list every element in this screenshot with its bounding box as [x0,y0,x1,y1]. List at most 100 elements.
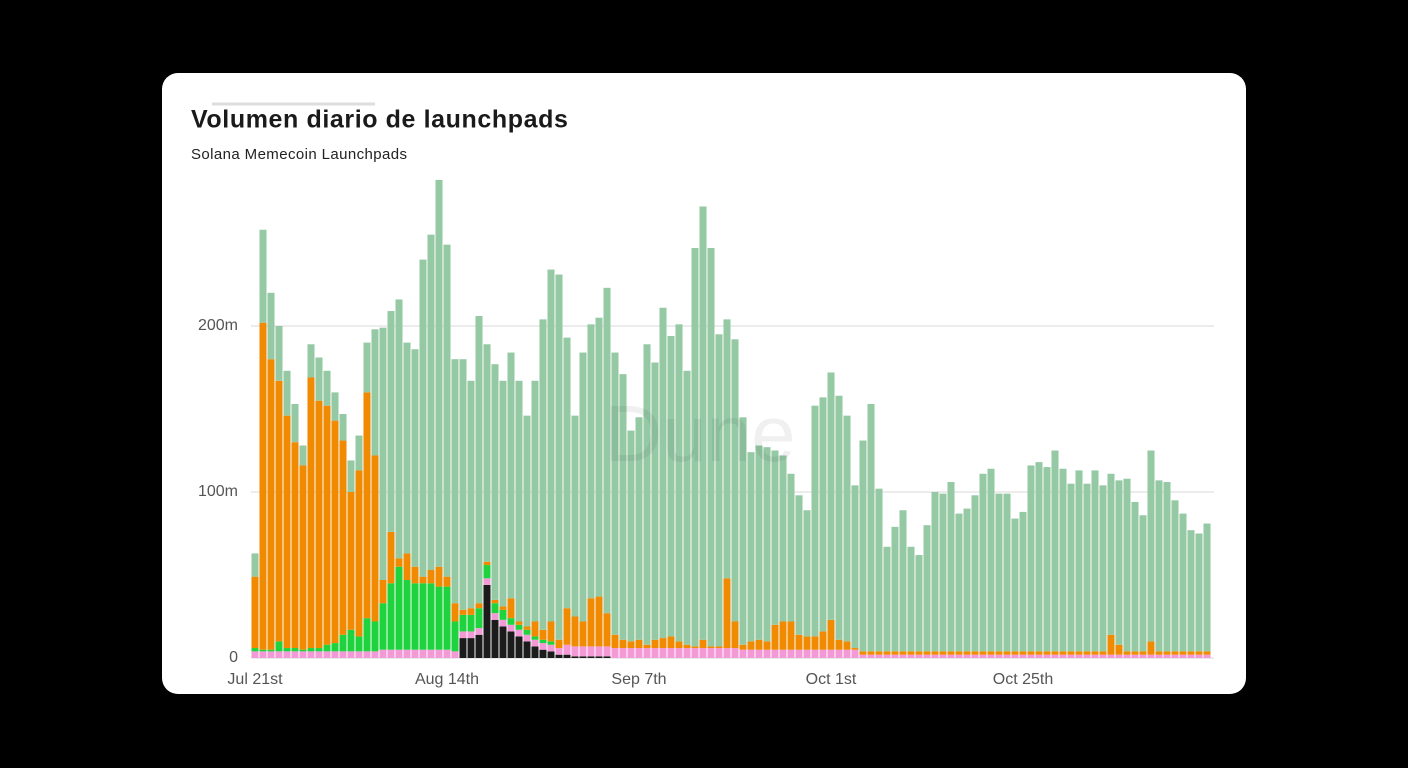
bar-segment [859,651,867,655]
bar-segment [323,651,331,658]
bar-segment [987,651,995,655]
bar-segment [787,473,795,622]
bar-segment [1091,654,1099,658]
bar-segment [555,648,563,655]
bar-segment [483,565,491,579]
bar-segment [299,649,307,652]
bar-segment [907,654,915,658]
bar-segment [987,654,995,658]
bar-segment [1051,450,1059,652]
bar-segment [515,621,523,625]
bar-segment [435,179,443,567]
bar-segment [803,649,811,658]
bar-segment [651,639,659,649]
bar-segment [555,274,563,640]
bar-segment [467,380,475,609]
bar-segment [499,619,507,627]
bar-segment [539,643,547,650]
bar-segment [683,644,691,649]
bar-segment [1131,501,1139,652]
bar-segment [275,380,283,642]
bar-segment [403,579,411,650]
bar-segment [579,621,587,647]
bar-segment [1171,500,1179,652]
bar-segment [667,335,675,637]
bar-segment [1083,654,1091,658]
bar-segment [603,656,611,658]
bar-segment [363,651,371,658]
bar-segment [419,649,427,658]
bar-segment [867,404,875,652]
bar-segment [595,596,603,647]
bar-segment [635,417,643,640]
bar-segment [459,614,467,632]
bar-segment [955,513,963,652]
bar-segment [1115,480,1123,645]
bar-segment [443,244,451,577]
bar-segment [307,344,315,378]
bar-segment [499,626,507,658]
bar-segment [267,292,275,360]
bar-segment [627,648,635,658]
bar-segment [1195,651,1203,655]
bar-segment [827,372,835,620]
bar-segment [995,654,1003,658]
bar-segment [603,613,611,647]
bar-segment [291,648,299,652]
bar-segment [1059,468,1067,652]
bar-segment [747,649,755,658]
bar-segment [411,649,419,658]
bar-segment [307,377,315,649]
bar-segment [931,651,939,655]
bar-segment [603,646,611,657]
x-tick-label: Sep 7th [611,671,666,688]
bar-segment [883,651,891,655]
bar-segment [507,598,515,619]
bar-segment [1203,523,1211,652]
bar-segment [883,546,891,652]
bar-segment [331,392,339,421]
bar-segment [587,656,595,658]
bar-segment [955,651,963,655]
bar-segment [1139,651,1147,655]
bar-segment [587,324,595,599]
bar-segment [523,626,531,630]
y-tick-label: 200m [198,317,238,334]
bar-segment [907,546,915,652]
bar-segment [1003,654,1011,658]
bar-segment [267,359,275,650]
bar-segment [419,583,427,650]
bar-segment [843,415,851,642]
bar-segment [611,648,619,658]
axis-labels: 0 100m 200m Jul 21st Aug 14th Sep 7th Oct 1st O… [198,317,1053,688]
bar-segment [515,624,523,630]
bar-segment [483,584,491,658]
bar-segment [579,646,587,657]
bar-segment [899,510,907,652]
bar-segment [331,420,339,644]
bar-segment [571,415,579,617]
bar-segment [923,654,931,658]
bar-segment [347,651,355,658]
bar-segment [1067,651,1075,655]
bar-segment [435,566,443,587]
bar-segment [1027,651,1035,655]
bar-segment [907,651,915,655]
bar-segment [387,583,395,650]
bar-segment [667,648,675,658]
bar-segment [979,473,987,652]
bar-segment [347,492,355,630]
chart-title: Volumen diario de launchpads [191,106,569,134]
bar-segment [403,553,411,580]
bar-segment [1027,654,1035,658]
bar-segment [339,634,347,652]
bar-segment [571,616,579,647]
bar-segment [467,631,475,639]
bar-segment [955,654,963,658]
bar-segment [819,631,827,650]
bar-segment [475,628,483,635]
bar-segment [1099,654,1107,658]
bar-segment [635,648,643,658]
bar-segment [867,651,875,655]
bar-segment [619,374,627,640]
